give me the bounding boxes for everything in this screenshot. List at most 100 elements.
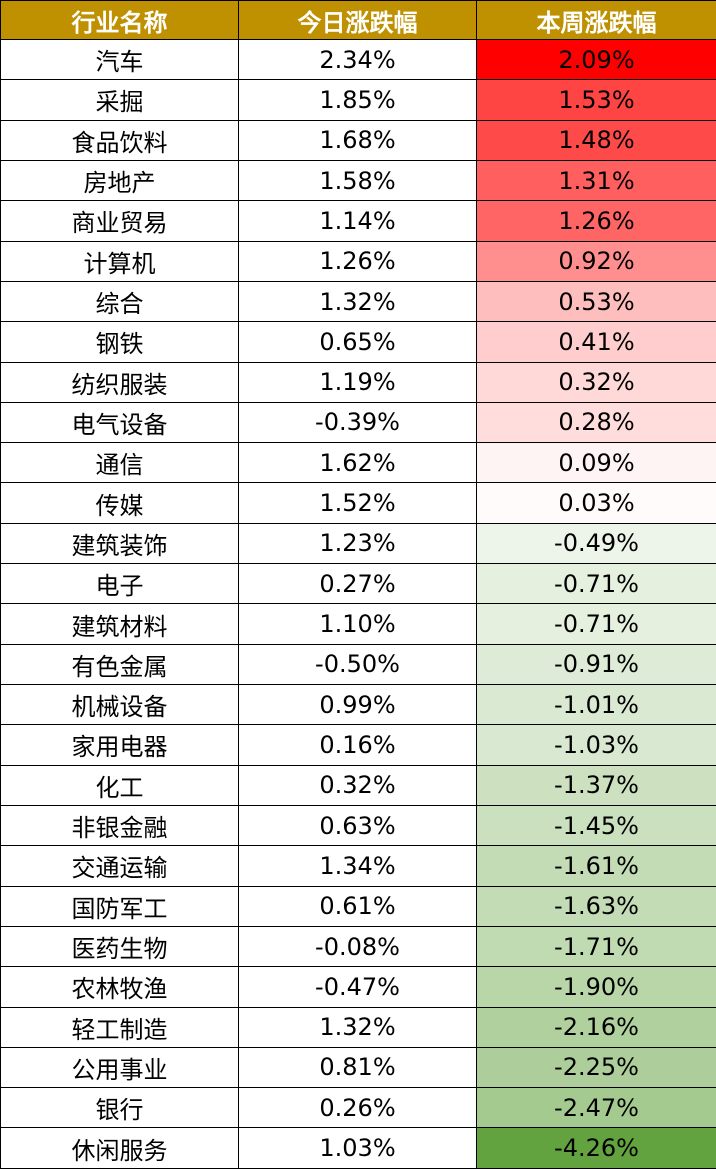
industry-name: 建筑材料 bbox=[0, 603, 239, 645]
week-change: 2.09% bbox=[476, 38, 716, 81]
industry-name: 商业贸易 bbox=[0, 200, 239, 242]
table-row: 综合 1.32% 0.53% bbox=[0, 280, 716, 323]
table-row: 钢铁 0.65% 0.41% bbox=[0, 321, 716, 363]
table-row: 传媒 1.52% 0.03% bbox=[0, 482, 716, 524]
industry-name: 汽车 bbox=[0, 38, 239, 81]
table-row: 建筑材料 1.10% -0.71% bbox=[0, 603, 716, 645]
industry-name: 电气设备 bbox=[0, 401, 239, 444]
week-change: 1.48% bbox=[476, 119, 716, 161]
table-row: 休闲服务 1.03% -4.26% bbox=[0, 1127, 716, 1169]
week-change: 0.32% bbox=[476, 361, 716, 403]
industry-name: 交通运输 bbox=[0, 845, 239, 887]
table-row: 房地产 1.58% 1.31% bbox=[0, 159, 716, 202]
today-change: 2.34% bbox=[238, 38, 477, 81]
week-change: -1.90% bbox=[476, 966, 716, 1008]
week-change: -1.03% bbox=[476, 724, 716, 766]
table-row: 建筑装饰 1.23% -0.49% bbox=[0, 522, 716, 565]
table-row: 采掘 1.85% 1.53% bbox=[0, 79, 716, 121]
industry-name: 农林牧渔 bbox=[0, 966, 239, 1008]
industry-name: 家用电器 bbox=[0, 724, 239, 766]
today-change: 1.68% bbox=[238, 119, 477, 161]
today-change: 1.10% bbox=[238, 603, 477, 645]
today-change: 0.63% bbox=[238, 804, 477, 847]
table-row: 轻工制造 1.32% -2.16% bbox=[0, 1006, 716, 1048]
today-change: 1.32% bbox=[238, 280, 477, 323]
table-row: 家用电器 0.16% -1.03% bbox=[0, 724, 716, 766]
today-change: 1.52% bbox=[238, 482, 477, 524]
today-change: 1.26% bbox=[238, 240, 477, 282]
table-row: 化工 0.32% -1.37% bbox=[0, 764, 716, 806]
today-change: -0.50% bbox=[238, 643, 477, 686]
week-change: -0.71% bbox=[476, 603, 716, 645]
header-cell: 行业名称 bbox=[0, 0, 239, 40]
today-change: 1.19% bbox=[238, 361, 477, 403]
week-change: 0.09% bbox=[476, 442, 716, 484]
industry-name: 通信 bbox=[0, 442, 239, 484]
week-change: 1.26% bbox=[476, 200, 716, 242]
today-change: -0.47% bbox=[238, 966, 477, 1008]
today-change: 0.61% bbox=[238, 885, 477, 927]
industry-name: 综合 bbox=[0, 280, 239, 323]
industry-name: 机械设备 bbox=[0, 683, 239, 726]
week-change: -1.61% bbox=[476, 845, 716, 887]
week-change: 0.41% bbox=[476, 321, 716, 363]
header-cell: 今日涨跌幅 bbox=[238, 0, 477, 40]
table-row: 纺织服装 1.19% 0.32% bbox=[0, 361, 716, 403]
today-change: 0.26% bbox=[238, 1087, 477, 1129]
week-change: -0.91% bbox=[476, 643, 716, 686]
week-change: -0.71% bbox=[476, 563, 716, 605]
table-row: 医药生物 -0.08% -1.71% bbox=[0, 925, 716, 968]
week-change: -2.16% bbox=[476, 1006, 716, 1048]
today-change: 1.03% bbox=[238, 1127, 477, 1169]
today-change: -0.08% bbox=[238, 925, 477, 968]
industry-name: 非银金融 bbox=[0, 804, 239, 847]
today-change: 0.32% bbox=[238, 764, 477, 806]
industry-name: 休闲服务 bbox=[0, 1127, 239, 1169]
table-row: 交通运输 1.34% -1.61% bbox=[0, 845, 716, 887]
today-change: 1.32% bbox=[238, 1006, 477, 1048]
today-change: 0.16% bbox=[238, 724, 477, 766]
table-row: 汽车 2.34% 2.09% bbox=[0, 38, 716, 81]
week-change: 0.03% bbox=[476, 482, 716, 524]
table-row: 公用事业 0.81% -2.25% bbox=[0, 1046, 716, 1089]
week-change: -1.63% bbox=[476, 885, 716, 927]
today-change: 0.27% bbox=[238, 563, 477, 605]
week-change: -1.37% bbox=[476, 764, 716, 806]
today-change: 1.58% bbox=[238, 159, 477, 202]
table-row: 计算机 1.26% 0.92% bbox=[0, 240, 716, 282]
industry-name: 建筑装饰 bbox=[0, 522, 239, 565]
today-change: 1.14% bbox=[238, 200, 477, 242]
week-change: -1.71% bbox=[476, 925, 716, 968]
industry-name: 银行 bbox=[0, 1087, 239, 1129]
table-row: 食品饮料 1.68% 1.48% bbox=[0, 119, 716, 161]
table-row: 非银金融 0.63% -1.45% bbox=[0, 804, 716, 847]
industry-name: 食品饮料 bbox=[0, 119, 239, 161]
table-row: 商业贸易 1.14% 1.26% bbox=[0, 200, 716, 242]
header-row: 行业名称 今日涨跌幅 本周涨跌幅 bbox=[0, 0, 716, 40]
week-change: -1.01% bbox=[476, 683, 716, 726]
week-change: -2.25% bbox=[476, 1046, 716, 1089]
today-change: 0.81% bbox=[238, 1046, 477, 1089]
industry-name: 钢铁 bbox=[0, 321, 239, 363]
today-change: 1.85% bbox=[238, 79, 477, 121]
industry-name: 纺织服装 bbox=[0, 361, 239, 403]
industry-name: 有色金属 bbox=[0, 643, 239, 686]
table-row: 国防军工 0.61% -1.63% bbox=[0, 885, 716, 927]
table-row: 有色金属 -0.50% -0.91% bbox=[0, 643, 716, 686]
week-change: -4.26% bbox=[476, 1127, 716, 1169]
table-row: 通信 1.62% 0.09% bbox=[0, 442, 716, 484]
header-cell: 本周涨跌幅 bbox=[476, 0, 716, 40]
week-change: 1.53% bbox=[476, 79, 716, 121]
industry-name: 国防军工 bbox=[0, 885, 239, 927]
table-row: 电气设备 -0.39% 0.28% bbox=[0, 401, 716, 444]
industry-name: 医药生物 bbox=[0, 925, 239, 968]
week-change: -2.47% bbox=[476, 1087, 716, 1129]
industry-name: 采掘 bbox=[0, 79, 239, 121]
week-change: -0.49% bbox=[476, 522, 716, 565]
industry-name: 化工 bbox=[0, 764, 239, 806]
industry-name: 电子 bbox=[0, 563, 239, 605]
table-row: 银行 0.26% -2.47% bbox=[0, 1087, 716, 1129]
week-change: 0.92% bbox=[476, 240, 716, 282]
table-row: 农林牧渔 -0.47% -1.90% bbox=[0, 966, 716, 1008]
